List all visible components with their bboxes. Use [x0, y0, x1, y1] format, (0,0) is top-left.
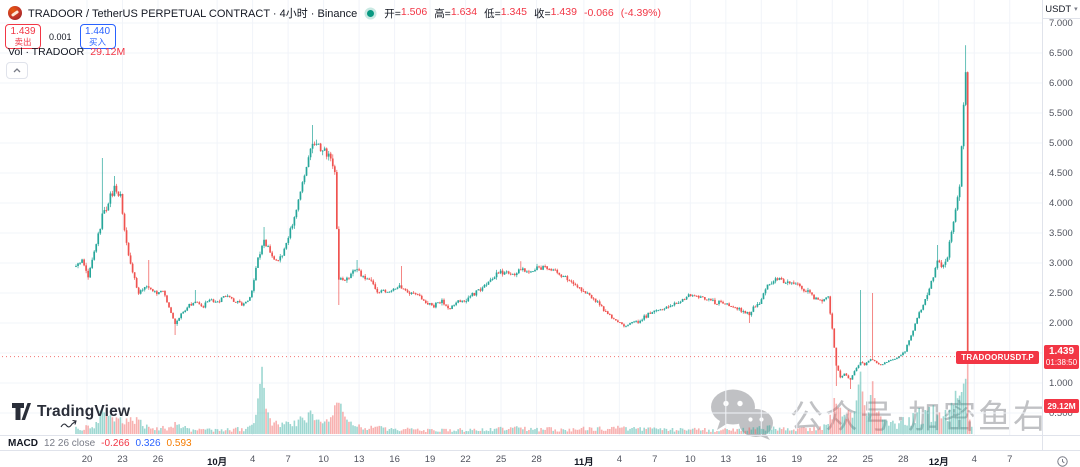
buy-price: 1.440	[85, 26, 111, 37]
tradingview-logo[interactable]: TradingView	[12, 403, 131, 428]
time-tick: 25	[495, 454, 507, 465]
trade-buttons: 1.439 卖出 0.001 1.440 买入	[5, 24, 116, 49]
time-tick: 7	[285, 454, 291, 465]
macd-legend[interactable]: MACD 12 26 close -0.266 0.326 0.593	[8, 438, 192, 449]
time-tick: 10	[318, 454, 329, 465]
time-tick: 12月	[928, 457, 949, 467]
time-tick: 13	[720, 454, 732, 465]
symbol-title[interactable]: TRADOOR / TetherUS PERPETUAL CONTRACT · …	[28, 8, 358, 20]
tradingview-mark-icon	[12, 403, 31, 420]
price-tick: 3.500	[1049, 228, 1073, 239]
buy-label: 买入	[89, 37, 107, 47]
time-axis[interactable]: 20 23 26 10月 4 7 10 13 16 19 22 25 28 11月 4 7 10 13 16 19 22…	[0, 450, 1080, 467]
macd-params: 12 26 close	[44, 438, 96, 449]
volume-value: 29.12M	[90, 46, 126, 58]
change-percent: (-4.39%)	[620, 7, 661, 19]
time-tick: 7	[1007, 454, 1013, 465]
volume-legend[interactable]: Vol · TRADOOR 29.12M	[8, 46, 125, 58]
ohlc-values: 开= 1.506 高= 1.634 低= 1.345 收= 1.439 -0.066 (…	[384, 6, 661, 21]
price-tick: 2.000	[1049, 318, 1073, 329]
close-label: 收=	[534, 7, 551, 20]
market-status-dot-icon	[367, 9, 375, 17]
time-tick: 22	[826, 454, 838, 465]
price-tick: 1.000	[1049, 378, 1073, 389]
macd-line-value: 0.326	[135, 438, 161, 449]
price-tick: 0.500	[1049, 408, 1073, 419]
watermark-text: 公众号·加密鱼右右	[790, 398, 1080, 435]
chart-legend[interactable]: TRADOOR / TetherUS PERPETUAL CONTRACT · …	[8, 5, 661, 21]
time-tick: 4	[616, 454, 622, 465]
time-tick: 10	[685, 454, 696, 465]
macd-name: MACD	[8, 438, 38, 449]
macd-signal-value: 0.593	[166, 438, 192, 449]
doodle-arrow-icon	[60, 419, 77, 428]
price-tick: 3.000	[1049, 258, 1073, 269]
sell-label: 卖出	[14, 37, 32, 47]
spread-value: 0.001	[49, 31, 72, 42]
time-tick: 7	[652, 454, 658, 465]
price-tick: 2.500	[1049, 288, 1073, 299]
change-value: -0.066	[583, 7, 614, 19]
symbol-logo-icon	[8, 6, 22, 20]
expand-indicators-button[interactable]	[6, 62, 28, 79]
macd-histogram-value: -0.266	[101, 438, 130, 449]
price-tick: 5.500	[1049, 108, 1073, 119]
time-tick: 22	[460, 454, 471, 465]
time-tick: 11月	[574, 457, 594, 467]
price-axis[interactable]: USDT ▾ 7.000 6.500 6.000 5.500 5.000 4.500 4.0…	[1042, 0, 1080, 450]
chevron-down-icon: ▾	[1074, 6, 1078, 13]
time-tick: 16	[756, 454, 767, 465]
time-tick: 28	[897, 454, 909, 465]
axis-currency-label: USDT	[1045, 3, 1072, 15]
open-value: 1.506	[400, 5, 428, 18]
price-tick: 7.000	[1049, 18, 1073, 29]
volume-label: Vol · TRADOOR	[8, 46, 85, 58]
sell-price: 1.439	[10, 26, 36, 37]
time-tick: 26	[152, 454, 164, 465]
buy-button[interactable]: 1.440 买入	[79, 24, 116, 49]
time-tick: 10月	[207, 457, 228, 467]
chevron-up-icon	[13, 68, 21, 73]
bar-countdown: 01:38:50	[1045, 358, 1078, 367]
time-tick: 13	[353, 454, 365, 465]
axis-currency-switch[interactable]: USDT ▾	[1043, 0, 1080, 19]
time-tick: 23	[117, 454, 128, 465]
price-tick: 4.500	[1049, 168, 1073, 179]
price-tick: 6.500	[1049, 48, 1073, 59]
last-price-value: 1.439	[1048, 346, 1075, 357]
wechat-watermark: 公众号·加密鱼右右	[710, 388, 1080, 440]
price-tick: 6.000	[1049, 78, 1073, 89]
high-label: 高=	[434, 7, 451, 20]
time-tick: 19	[424, 454, 436, 465]
low-label: 低=	[484, 7, 501, 20]
time-tick: 4	[249, 454, 256, 465]
time-tick: 19	[791, 454, 803, 465]
pane-separator[interactable]	[0, 435, 1080, 436]
open-label: 开=	[384, 7, 401, 20]
low-value: 1.345	[500, 5, 528, 18]
close-value: 1.439	[550, 5, 577, 18]
symbol-price-label: TRADOORUSDT.P	[956, 351, 1039, 364]
price-tick: 4.000	[1049, 198, 1073, 209]
volume-badge: 29.12M	[1044, 399, 1079, 413]
time-tick: 25	[862, 454, 874, 465]
tradingview-logo-text: TradingView	[37, 403, 131, 420]
time-tick: 20	[81, 454, 93, 465]
sell-button[interactable]: 1.439 卖出	[5, 24, 41, 49]
clock-icon[interactable]	[1057, 454, 1068, 467]
time-tick: 16	[389, 454, 400, 465]
time-tick: 28	[531, 454, 542, 465]
high-value: 1.634	[450, 5, 478, 18]
time-tick: 4	[971, 454, 977, 465]
wechat-icon	[711, 389, 773, 440]
last-price-badge: 1.439 01:38:50	[1044, 345, 1079, 369]
price-tick: 5.000	[1049, 138, 1073, 149]
